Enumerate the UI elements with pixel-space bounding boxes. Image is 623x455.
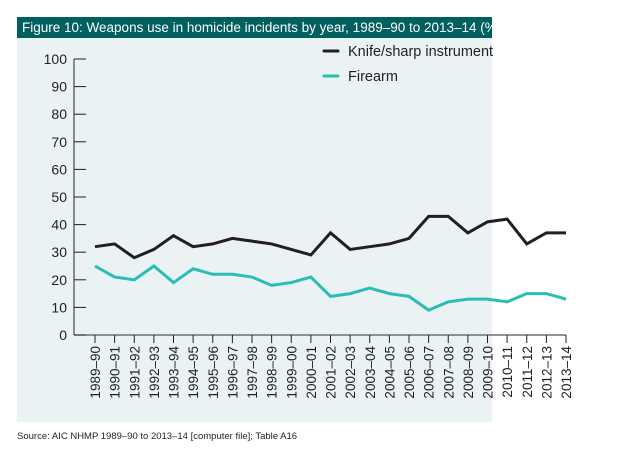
x-tick-label: 2004–05 [382, 346, 397, 399]
x-tick-label: 2013–14 [559, 346, 574, 399]
y-tick-label: 40 [51, 217, 67, 233]
y-tick-label: 80 [51, 106, 67, 122]
y-tick-label: 0 [59, 327, 67, 343]
y-tick-label: 50 [51, 189, 67, 205]
x-tick-label: 1997–98 [245, 346, 260, 399]
x-tick-label: 2010–11 [500, 346, 515, 398]
x-tick-label: 1994–95 [186, 346, 201, 399]
y-tick-label: 10 [51, 299, 67, 315]
x-tick-label: 1995–96 [206, 346, 221, 399]
x-tick-label: 1996–97 [225, 346, 240, 399]
chart-title: Figure 10: Weapons use in homicide incid… [22, 20, 501, 35]
x-tick-label: 2002–03 [343, 346, 358, 399]
y-tick-label: 30 [51, 244, 67, 260]
x-tick-label: 1990–91 [108, 346, 123, 399]
x-tick-label: 1992–93 [147, 346, 162, 399]
source-note: Source: AIC NHMP 1989–90 to 2013–14 [com… [17, 431, 297, 442]
x-tick-label: 2007–08 [441, 346, 456, 399]
x-tick-label: 2006–07 [422, 346, 437, 399]
x-tick-label: 1989–90 [88, 346, 103, 399]
x-tick-label: 2012–13 [539, 346, 554, 399]
x-tick-label: 2003–04 [363, 346, 378, 399]
y-tick-label: 90 [51, 79, 67, 95]
legend-label: Firearm [348, 69, 398, 85]
x-tick-label: 1991–92 [127, 346, 142, 399]
x-tick-label: 1999–00 [284, 346, 299, 399]
y-tick-label: 20 [51, 272, 67, 288]
x-tick-label: 1998–99 [265, 346, 280, 399]
legend-label: Knife/sharp instrument [348, 44, 493, 60]
x-tick-label: 2008–09 [461, 346, 476, 399]
x-tick-label: 2005–06 [402, 346, 417, 399]
x-tick-label: 2011–12 [520, 346, 535, 398]
x-tick-label: 2009–10 [481, 346, 496, 399]
y-tick-label: 60 [51, 161, 67, 177]
x-tick-label: 2001–02 [324, 346, 339, 399]
x-tick-label: 2000–01 [304, 346, 319, 399]
y-tick-label: 100 [44, 51, 68, 67]
x-tick-label: 1993–94 [167, 346, 182, 399]
y-tick-label: 70 [51, 134, 67, 150]
